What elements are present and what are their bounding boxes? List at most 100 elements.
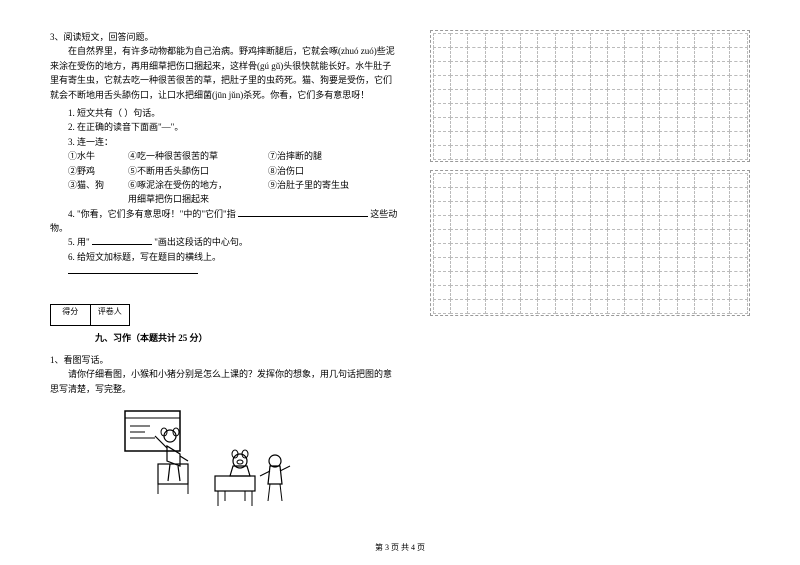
grid-cell[interactable] bbox=[485, 75, 503, 90]
grid-cell[interactable] bbox=[624, 131, 642, 146]
grid-cell[interactable] bbox=[590, 33, 608, 48]
grid-cell[interactable] bbox=[450, 187, 468, 202]
fill-blank-2[interactable] bbox=[92, 235, 152, 245]
grid-cell[interactable] bbox=[502, 229, 520, 244]
grid-cell[interactable] bbox=[572, 187, 590, 202]
grid-cell[interactable] bbox=[694, 271, 712, 286]
grid-cell[interactable] bbox=[520, 89, 538, 104]
grid-cell[interactable] bbox=[485, 145, 503, 160]
grid-cell[interactable] bbox=[433, 187, 451, 202]
grid-cell[interactable] bbox=[572, 117, 590, 132]
grid-cell[interactable] bbox=[659, 243, 677, 258]
grid-cell[interactable] bbox=[712, 103, 730, 118]
grid-cell[interactable] bbox=[502, 299, 520, 314]
grid-cell[interactable] bbox=[537, 243, 555, 258]
grid-cell[interactable] bbox=[433, 257, 451, 272]
grid-cell[interactable] bbox=[729, 75, 747, 90]
grid-cell[interactable] bbox=[694, 145, 712, 160]
grid-cell[interactable] bbox=[677, 75, 695, 90]
grid-cell[interactable] bbox=[590, 201, 608, 216]
grid-cell[interactable] bbox=[520, 33, 538, 48]
grid-cell[interactable] bbox=[607, 201, 625, 216]
grid-cell[interactable] bbox=[485, 117, 503, 132]
grid-cell[interactable] bbox=[659, 61, 677, 76]
grid-cell[interactable] bbox=[694, 257, 712, 272]
grid-cell[interactable] bbox=[590, 131, 608, 146]
grid-cell[interactable] bbox=[502, 257, 520, 272]
grid-cell[interactable] bbox=[555, 47, 573, 62]
grid-cell[interactable] bbox=[729, 33, 747, 48]
grid-cell[interactable] bbox=[712, 89, 730, 104]
grid-cell[interactable] bbox=[624, 243, 642, 258]
grid-cell[interactable] bbox=[433, 89, 451, 104]
grid-cell[interactable] bbox=[572, 299, 590, 314]
grid-cell[interactable] bbox=[694, 103, 712, 118]
grid-cell[interactable] bbox=[520, 215, 538, 230]
grid-cell[interactable] bbox=[642, 117, 660, 132]
grid-cell[interactable] bbox=[642, 75, 660, 90]
grid-cell[interactable] bbox=[485, 299, 503, 314]
grid-cell[interactable] bbox=[520, 61, 538, 76]
grid-cell[interactable] bbox=[555, 173, 573, 188]
grid-cell[interactable] bbox=[659, 103, 677, 118]
grid-cell[interactable] bbox=[467, 201, 485, 216]
grid-cell[interactable] bbox=[572, 75, 590, 90]
grid-cell[interactable] bbox=[694, 201, 712, 216]
grid-cell[interactable] bbox=[729, 47, 747, 62]
grid-cell[interactable] bbox=[642, 201, 660, 216]
grid-cell[interactable] bbox=[694, 131, 712, 146]
grid-cell[interactable] bbox=[433, 145, 451, 160]
grid-cell[interactable] bbox=[572, 285, 590, 300]
grid-cell[interactable] bbox=[677, 285, 695, 300]
grid-cell[interactable] bbox=[485, 201, 503, 216]
grid-cell[interactable] bbox=[694, 47, 712, 62]
grid-cell[interactable] bbox=[502, 61, 520, 76]
grid-cell[interactable] bbox=[624, 33, 642, 48]
grid-cell[interactable] bbox=[433, 173, 451, 188]
grid-cell[interactable] bbox=[624, 145, 642, 160]
grid-cell[interactable] bbox=[694, 89, 712, 104]
grid-cell[interactable] bbox=[433, 61, 451, 76]
grid-cell[interactable] bbox=[677, 173, 695, 188]
grid-cell[interactable] bbox=[607, 33, 625, 48]
grid-cell[interactable] bbox=[467, 187, 485, 202]
grid-cell[interactable] bbox=[485, 215, 503, 230]
grid-cell[interactable] bbox=[607, 61, 625, 76]
grid-cell[interactable] bbox=[572, 145, 590, 160]
grid-cell[interactable] bbox=[729, 229, 747, 244]
grid-cell[interactable] bbox=[642, 243, 660, 258]
grid-cell[interactable] bbox=[450, 103, 468, 118]
grid-cell[interactable] bbox=[624, 285, 642, 300]
grid-cell[interactable] bbox=[450, 271, 468, 286]
grid-cell[interactable] bbox=[572, 173, 590, 188]
grid-cell[interactable] bbox=[729, 117, 747, 132]
grid-cell[interactable] bbox=[677, 47, 695, 62]
grid-cell[interactable] bbox=[450, 229, 468, 244]
grid-cell[interactable] bbox=[590, 215, 608, 230]
grid-cell[interactable] bbox=[520, 201, 538, 216]
grid-cell[interactable] bbox=[537, 33, 555, 48]
grid-cell[interactable] bbox=[537, 187, 555, 202]
grid-cell[interactable] bbox=[467, 117, 485, 132]
grid-cell[interactable] bbox=[642, 215, 660, 230]
grid-cell[interactable] bbox=[537, 131, 555, 146]
grid-cell[interactable] bbox=[642, 33, 660, 48]
grid-cell[interactable] bbox=[572, 243, 590, 258]
grid-cell[interactable] bbox=[659, 201, 677, 216]
grid-cell[interactable] bbox=[659, 229, 677, 244]
grid-cell[interactable] bbox=[624, 229, 642, 244]
fill-blank-1[interactable] bbox=[238, 207, 368, 217]
grid-cell[interactable] bbox=[607, 187, 625, 202]
grid-cell[interactable] bbox=[624, 47, 642, 62]
grid-cell[interactable] bbox=[624, 117, 642, 132]
grid-cell[interactable] bbox=[590, 61, 608, 76]
grid-cell[interactable] bbox=[712, 201, 730, 216]
grid-cell[interactable] bbox=[537, 89, 555, 104]
grid-cell[interactable] bbox=[433, 33, 451, 48]
grid-cell[interactable] bbox=[607, 243, 625, 258]
grid-cell[interactable] bbox=[555, 285, 573, 300]
grid-cell[interactable] bbox=[712, 285, 730, 300]
grid-cell[interactable] bbox=[537, 173, 555, 188]
grid-cell[interactable] bbox=[572, 61, 590, 76]
grid-cell[interactable] bbox=[590, 285, 608, 300]
